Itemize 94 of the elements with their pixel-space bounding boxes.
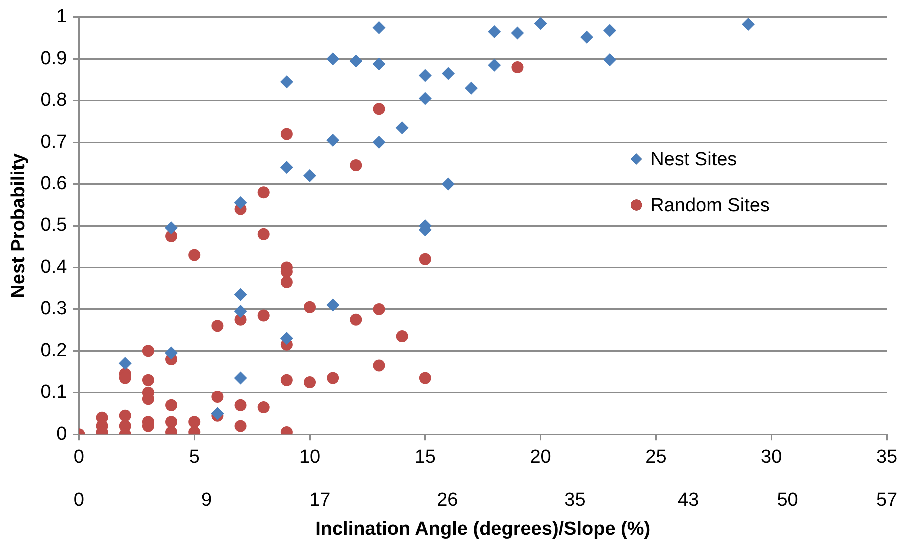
point <box>280 161 294 174</box>
point <box>442 178 455 191</box>
point <box>165 222 178 235</box>
y-tick-label: 0.7 <box>40 132 68 153</box>
legend-label: Nest Sites <box>650 149 738 170</box>
x-tick-label: 20 <box>530 447 552 468</box>
point <box>373 360 386 372</box>
x-tick-label: 25 <box>646 447 667 468</box>
x-tick-label: 0 <box>74 447 84 468</box>
point <box>372 21 386 34</box>
y-tick-label: 0.2 <box>40 340 68 362</box>
point <box>326 298 340 312</box>
point <box>212 320 224 332</box>
point <box>396 121 409 134</box>
point <box>234 399 247 412</box>
point <box>258 401 270 414</box>
point <box>372 58 386 71</box>
point <box>211 407 224 420</box>
point <box>280 76 294 89</box>
point <box>327 372 340 384</box>
point <box>488 58 502 72</box>
point <box>465 82 478 95</box>
point <box>326 52 340 66</box>
point <box>166 416 178 428</box>
point <box>396 330 408 343</box>
point <box>512 61 524 74</box>
point <box>118 357 132 370</box>
point <box>373 303 386 316</box>
x2-tick-label: 43 <box>678 490 700 512</box>
y-tick-label: 0.8 <box>40 90 68 112</box>
y-tick-label: 1 <box>56 6 68 28</box>
point <box>234 288 248 302</box>
point <box>580 30 594 44</box>
point <box>280 374 293 386</box>
x2-tick-label: 9 <box>201 490 212 512</box>
y-tick-label: 0.1 <box>40 382 68 404</box>
point <box>258 228 270 240</box>
point <box>280 332 294 346</box>
x2-tick-label: 50 <box>777 490 798 512</box>
point <box>258 310 270 322</box>
point <box>188 416 201 428</box>
point <box>604 24 617 38</box>
y-axis-title: Nest Probability <box>8 153 30 298</box>
point <box>212 391 224 404</box>
point <box>350 54 363 68</box>
y-tick-label: 0.4 <box>40 256 68 278</box>
point <box>511 26 524 40</box>
point <box>234 420 247 432</box>
y-tick-label: 0 <box>56 424 68 445</box>
point <box>280 128 293 140</box>
point <box>234 196 248 210</box>
point <box>442 67 455 80</box>
point <box>258 186 270 199</box>
x-tick-label: 35 <box>876 447 898 468</box>
point <box>604 53 617 66</box>
x2-tick-label: 35 <box>564 490 586 512</box>
y-tick-label: 0.6 <box>40 174 68 195</box>
point <box>372 136 386 150</box>
point <box>742 18 756 31</box>
point <box>419 253 432 266</box>
point <box>418 69 432 82</box>
x-tick-label: 30 <box>761 447 782 468</box>
x2-tick-label: 0 <box>74 490 84 512</box>
point <box>304 376 316 388</box>
point <box>350 314 362 326</box>
x-tick-label: 15 <box>414 447 436 468</box>
point <box>188 249 201 262</box>
x-axis-title: Inclination Angle (degrees)/Slope (%) <box>316 518 651 540</box>
point <box>418 92 432 106</box>
x-tick-label: 10 <box>299 447 321 468</box>
point <box>119 410 132 422</box>
x2-tick-label: 26 <box>437 490 458 512</box>
point <box>326 134 340 147</box>
legend-label: Random Sites <box>650 195 770 216</box>
point <box>234 305 248 318</box>
point <box>304 169 317 182</box>
point <box>166 399 178 412</box>
x2-tick-label: 17 <box>310 490 331 512</box>
point <box>304 301 316 314</box>
point <box>488 26 502 38</box>
point <box>373 103 386 116</box>
point <box>534 17 548 30</box>
y-tick-label: 0.3 <box>40 298 68 320</box>
point <box>142 374 154 386</box>
y-tick-label: 0.9 <box>40 48 68 70</box>
point <box>280 276 293 288</box>
point <box>142 345 154 358</box>
y-tick-label: 0.5 <box>40 215 68 236</box>
point <box>234 372 248 385</box>
x-tick-label: 5 <box>189 447 200 468</box>
point <box>350 160 362 172</box>
point <box>419 372 432 384</box>
point <box>165 346 178 360</box>
x2-tick-label: 57 <box>876 490 898 512</box>
